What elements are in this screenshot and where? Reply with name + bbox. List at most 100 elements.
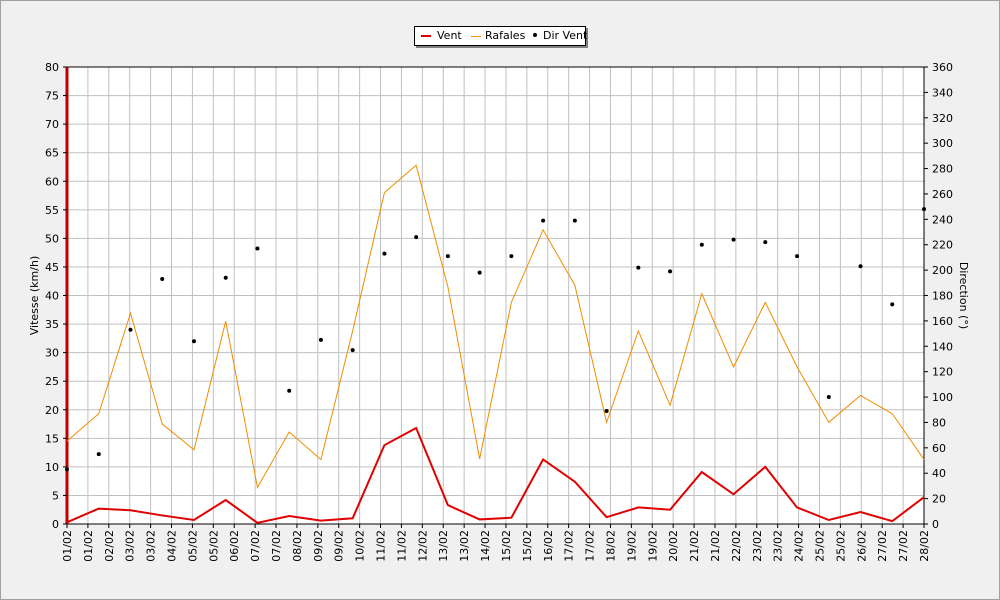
series-point-dir-vent (636, 265, 641, 270)
legend: Vent Rafales Dir Vent (414, 26, 587, 46)
series-point-dir-vent (477, 270, 482, 275)
x-axis-tick-label: 06/02 (228, 530, 241, 562)
x-axis-tick-label: 07/02 (249, 530, 262, 562)
x-axis-tick-label: 22/02 (730, 530, 743, 562)
x-axis-tick-label: 13/02 (458, 530, 471, 562)
y2-axis-tick-label: 360 (932, 61, 953, 74)
x-axis-tick-label: 25/02 (834, 530, 847, 562)
x-axis-tick-label: 02/02 (103, 530, 116, 562)
y2-axis-title: Direction (°) (957, 262, 970, 329)
y2-axis-tick-label: 40 (932, 467, 946, 480)
y-axis-title: Vitesse (km/h) (28, 256, 41, 336)
y2-axis-tick-label: 60 (932, 442, 946, 455)
series-point-dir-vent (445, 254, 450, 259)
y-axis-tick-label: 80 (45, 61, 59, 74)
x-axis-tick-label: 18/02 (604, 530, 617, 562)
series-point-dir-vent (287, 388, 292, 393)
series-point-dir-vent (414, 235, 419, 240)
x-axis-tick-label: 01/02 (61, 530, 74, 562)
series-point-dir-vent (731, 237, 736, 242)
series-point-dir-vent (604, 409, 609, 414)
legend-swatch-rafales (471, 36, 481, 37)
y2-axis-tick-label: 300 (932, 137, 953, 150)
x-axis-tick-label: 03/02 (145, 530, 158, 562)
series-point-dir-vent (795, 254, 800, 259)
y-axis-tick-label: 55 (45, 204, 59, 217)
y2-axis-tick-label: 280 (932, 163, 953, 176)
series-point-dir-vent (96, 452, 101, 457)
x-axis-tick-label: 27/02 (876, 530, 889, 562)
y2-axis-tick-label: 120 (932, 366, 953, 379)
y-axis-tick-label: 20 (45, 404, 59, 417)
series-point-dir-vent (541, 218, 546, 223)
x-axis-tick-label: 17/02 (563, 530, 576, 562)
x-axis-tick-label: 05/02 (186, 530, 199, 562)
series-point-dir-vent (318, 337, 323, 342)
y-axis-tick-label: 5 (52, 489, 59, 502)
y2-axis-tick-label: 140 (932, 340, 953, 353)
y2-axis-tick-label: 220 (932, 239, 953, 252)
y2-axis-tick-label: 240 (932, 213, 953, 226)
x-axis-tick-label: 23/02 (772, 530, 785, 562)
y-axis-tick-label: 75 (45, 90, 59, 103)
series-point-dir-vent (572, 218, 577, 223)
series-point-dir-vent (668, 269, 673, 274)
x-axis-tick-label: 04/02 (166, 530, 179, 562)
x-axis-tick-label: 14/02 (479, 530, 492, 562)
series-point-dir-vent (382, 251, 387, 256)
y2-axis-tick-label: 260 (932, 188, 953, 201)
legend-label-vent: Vent (437, 29, 462, 42)
x-axis-tick-label: 16/02 (542, 530, 555, 562)
series-point-dir-vent (699, 242, 704, 247)
y-axis-tick-label: 35 (45, 318, 59, 331)
x-axis-tick-label: 15/02 (500, 530, 513, 562)
x-axis-tick-label: 15/02 (521, 530, 534, 562)
y2-axis-tick-label: 200 (932, 264, 953, 277)
series-point-dir-vent (350, 348, 355, 353)
y-axis-tick-label: 30 (45, 347, 59, 360)
y-axis-tick-label: 0 (52, 518, 59, 531)
x-axis-tick-label: 21/02 (709, 530, 722, 562)
series-point-dir-vent (160, 276, 165, 281)
legend-label-rafales: Rafales (485, 29, 526, 42)
x-axis-tick-label: 05/02 (207, 530, 220, 562)
y-axis-tick-label: 25 (45, 375, 59, 388)
x-axis-tick-label: 09/02 (312, 530, 325, 562)
series-point-dir-vent (890, 302, 895, 307)
x-axis-tick-label: 23/02 (751, 530, 764, 562)
series-point-dir-vent (826, 395, 831, 400)
x-axis-tick-label: 28/02 (918, 530, 931, 562)
y2-axis-tick-label: 340 (932, 86, 953, 99)
series-point-dir-vent (255, 246, 260, 251)
x-axis-tick-label: 24/02 (793, 530, 806, 562)
legend-swatch-vent (421, 35, 431, 37)
y2-axis-tick-label: 0 (932, 518, 939, 531)
x-axis-tick-label: 26/02 (855, 530, 868, 562)
series-point-dir-vent (922, 207, 926, 212)
x-axis-tick-label: 01/02 (82, 530, 95, 562)
x-axis-tick-label: 10/02 (354, 530, 367, 562)
x-axis-tick-label: 07/02 (270, 530, 283, 562)
y-axis-tick-label: 65 (45, 147, 59, 160)
x-axis-tick-label: 09/02 (333, 530, 346, 562)
y-axis-tick-label: 70 (45, 118, 59, 131)
series-point-dir-vent (223, 275, 228, 280)
x-axis-tick-label: 12/02 (416, 530, 429, 562)
x-axis-tick-label: 13/02 (437, 530, 450, 562)
y2-axis-tick-label: 20 (932, 493, 946, 506)
series-point-dir-vent (65, 467, 69, 472)
x-axis-tick-label: 27/02 (897, 530, 910, 562)
y-axis-tick-label: 50 (45, 232, 59, 245)
y2-axis-tick-label: 80 (932, 416, 946, 429)
x-axis-tick-label: 19/02 (646, 530, 659, 562)
series-line-vent (66, 426, 925, 524)
x-axis-tick-label: 21/02 (688, 530, 701, 562)
series-point-dir-vent (509, 254, 514, 259)
x-axis-tick-label: 20/02 (667, 530, 680, 562)
y2-axis-tick-label: 320 (932, 112, 953, 125)
series-point-dir-vent (763, 240, 768, 245)
legend-marker-dir-vent (533, 33, 537, 37)
x-axis-tick-label: 11/02 (395, 530, 408, 562)
y-axis-tick-label: 15 (45, 432, 59, 445)
